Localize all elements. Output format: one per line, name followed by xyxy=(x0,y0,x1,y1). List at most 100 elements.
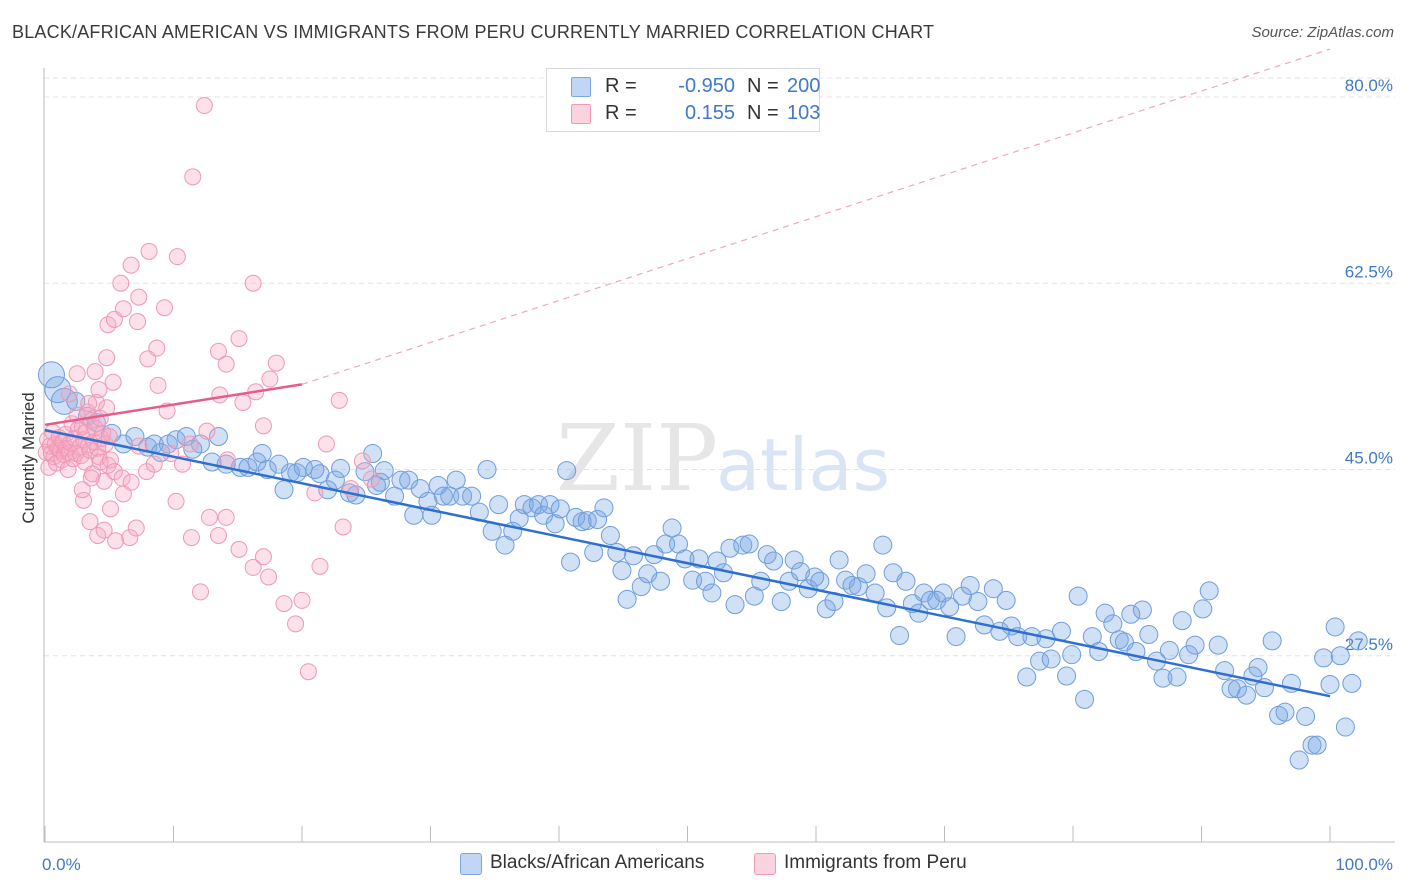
legend-swatch-blue xyxy=(460,853,482,875)
data-point xyxy=(167,492,185,510)
x-tick-label: 0.0% xyxy=(42,855,81,874)
data-point xyxy=(168,248,186,266)
data-point xyxy=(353,452,371,470)
data-point xyxy=(662,518,682,538)
data-point xyxy=(211,386,229,404)
data-point xyxy=(1330,646,1350,666)
data-point xyxy=(1335,717,1355,737)
data-point xyxy=(1199,581,1219,601)
data-point xyxy=(260,568,278,586)
legend-r-label: R = xyxy=(605,75,637,97)
data-point xyxy=(287,615,305,633)
data-point xyxy=(1320,674,1340,694)
data-point xyxy=(1179,645,1199,665)
data-point xyxy=(311,557,329,575)
data-point xyxy=(91,453,109,471)
chart-title: BLACK/AFRICAN AMERICAN VS IMMIGRANTS FRO… xyxy=(12,22,935,42)
data-point xyxy=(166,430,186,450)
data-point xyxy=(293,457,313,477)
legend-swatch-pink xyxy=(754,853,776,875)
data-point xyxy=(254,548,272,566)
data-point xyxy=(617,589,637,609)
data-point xyxy=(195,97,213,115)
data-point xyxy=(181,435,199,453)
legend-label-peru: Immigrants from Peru xyxy=(784,852,967,873)
data-point xyxy=(702,583,722,603)
data-point xyxy=(82,469,100,487)
data-point xyxy=(594,498,614,518)
data-point xyxy=(446,470,466,490)
data-point xyxy=(933,583,953,603)
data-point xyxy=(374,461,394,481)
data-point xyxy=(1342,673,1362,693)
data-point xyxy=(129,313,147,331)
data-point xyxy=(1185,635,1205,655)
data-point xyxy=(1307,735,1327,755)
data-point xyxy=(1193,599,1213,619)
data-point xyxy=(1095,603,1115,623)
data-point xyxy=(230,540,248,558)
y-tick-label: 62.5% xyxy=(1345,262,1393,281)
data-point xyxy=(140,242,158,260)
data-point xyxy=(462,486,482,506)
data-point xyxy=(651,571,671,591)
data-point xyxy=(528,495,548,515)
data-point xyxy=(334,518,352,536)
data-point xyxy=(890,626,910,646)
legend-swatch-blue xyxy=(571,77,591,97)
data-point xyxy=(771,591,791,611)
data-point xyxy=(764,551,784,571)
data-point xyxy=(996,590,1016,610)
data-point xyxy=(122,256,140,274)
data-point xyxy=(156,299,174,317)
data-point xyxy=(81,513,99,531)
data-point xyxy=(267,354,285,372)
data-point xyxy=(1132,600,1152,620)
data-point xyxy=(842,576,862,596)
data-point xyxy=(816,599,836,619)
data-point xyxy=(1062,645,1082,665)
data-point xyxy=(244,274,262,292)
data-point xyxy=(184,168,202,186)
data-point xyxy=(1068,586,1088,606)
data-point xyxy=(370,472,390,492)
data-point xyxy=(896,571,916,591)
data-point xyxy=(125,427,145,447)
trend-line-peru-extrapolated xyxy=(301,48,1331,385)
data-point xyxy=(275,595,293,613)
data-point xyxy=(940,597,960,617)
data-point xyxy=(200,508,218,526)
legend-r-value: -0.950 xyxy=(678,75,735,97)
data-point xyxy=(1103,614,1123,634)
data-point xyxy=(59,461,77,478)
trend-line-peru xyxy=(44,383,303,427)
data-point xyxy=(95,521,113,539)
legend-n-value: 200 xyxy=(787,75,821,97)
data-point xyxy=(391,470,411,490)
data-point xyxy=(145,455,163,473)
data-point xyxy=(489,495,509,515)
data-point xyxy=(791,562,811,582)
data-point xyxy=(514,495,534,515)
data-point xyxy=(68,365,86,383)
data-point xyxy=(1262,631,1282,651)
data-point xyxy=(545,514,565,534)
data-point xyxy=(104,373,122,391)
data-point xyxy=(1248,657,1268,677)
data-point xyxy=(612,561,632,581)
data-point xyxy=(1172,611,1192,631)
data-point xyxy=(254,417,272,435)
data-point xyxy=(1139,624,1159,644)
data-point xyxy=(600,525,620,545)
data-point xyxy=(107,532,125,550)
trend-lines xyxy=(44,48,1331,698)
source-label: Source: ZipAtlas.com xyxy=(1251,24,1394,41)
data-point xyxy=(557,461,577,481)
data-point xyxy=(1289,750,1309,770)
data-point xyxy=(733,535,753,555)
data-point xyxy=(217,355,235,373)
data-point xyxy=(293,591,311,609)
legend-row-peru: R = 0.155 N = 103 xyxy=(571,102,820,126)
data-point xyxy=(577,511,597,531)
